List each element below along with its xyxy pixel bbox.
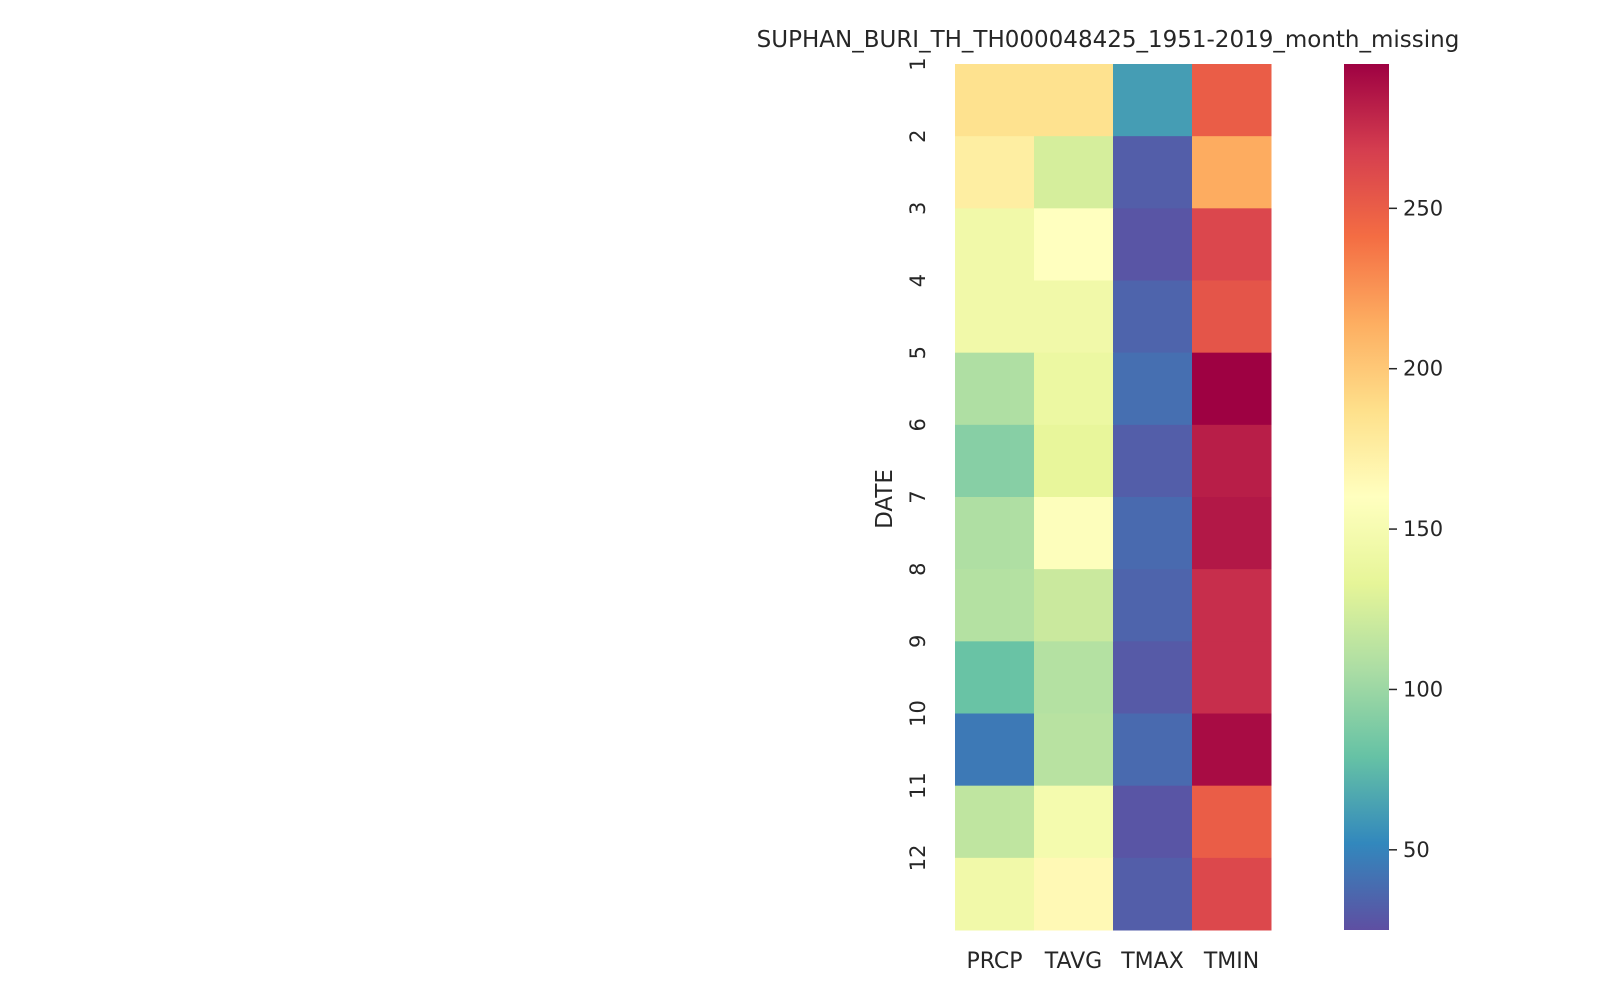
heatmap-cell bbox=[1034, 424, 1114, 498]
heatmap-cell bbox=[1192, 785, 1272, 859]
heatmap-cell bbox=[1034, 352, 1114, 426]
heatmap-cell bbox=[1113, 280, 1193, 354]
heatmap-cell bbox=[1192, 424, 1272, 498]
heatmap-cell bbox=[1113, 569, 1193, 642]
row-tick-label: 2 bbox=[906, 129, 930, 142]
row-tick-label: 11 bbox=[906, 772, 930, 799]
heatmap-cell bbox=[1034, 569, 1114, 642]
heatmap-cell bbox=[955, 424, 1035, 498]
heatmap-cell bbox=[1192, 208, 1272, 281]
heatmap-cell bbox=[955, 280, 1035, 354]
heatmap-cell bbox=[1034, 280, 1114, 354]
colorbar-tick-label: 100 bbox=[1403, 677, 1443, 701]
column-tick-label: PRCP bbox=[966, 949, 1022, 974]
heatmap-cell bbox=[1192, 280, 1272, 354]
heatmap-cell bbox=[955, 136, 1035, 209]
column-tick-label: TMIN bbox=[1203, 949, 1259, 974]
heatmap-cell bbox=[1113, 64, 1193, 137]
heatmap-cell bbox=[1113, 857, 1193, 931]
row-tick-label: 9 bbox=[906, 635, 930, 648]
heatmap-cell bbox=[1192, 569, 1272, 642]
row-tick-label: 6 bbox=[906, 418, 930, 431]
colorbar bbox=[1344, 64, 1389, 930]
row-tick-label: 8 bbox=[906, 562, 930, 575]
column-tick-label: TAVG bbox=[1044, 949, 1102, 974]
heatmap-cell bbox=[1034, 857, 1114, 931]
heatmap-cell bbox=[955, 641, 1035, 714]
column-tick-labels: PRCP TAVG TMAX TMIN bbox=[966, 949, 1259, 974]
heatmap-cell bbox=[955, 569, 1035, 642]
heatmap-cell bbox=[1034, 136, 1114, 209]
heatmap-cell bbox=[1034, 64, 1114, 137]
heatmap-cell bbox=[1113, 424, 1193, 498]
row-tick-label: 3 bbox=[906, 202, 930, 215]
row-tick-label: 10 bbox=[906, 700, 930, 727]
heatmap-cell bbox=[1192, 352, 1272, 426]
heatmap-cell bbox=[1034, 208, 1114, 281]
heatmap-cell bbox=[1192, 857, 1272, 931]
heatmap-cell bbox=[1192, 497, 1272, 570]
heatmap-cell bbox=[1113, 208, 1193, 281]
heatmap-cell bbox=[1113, 641, 1193, 714]
heatmap-cell bbox=[1113, 785, 1193, 859]
row-tick-label: 4 bbox=[906, 274, 930, 287]
heatmap-cell bbox=[1034, 497, 1114, 570]
heatmap-cell bbox=[1034, 641, 1114, 714]
colorbar-tick-label: 150 bbox=[1403, 517, 1443, 541]
heatmap-cell bbox=[955, 785, 1035, 859]
row-tick-label: 7 bbox=[906, 490, 930, 503]
row-tick-label: 1 bbox=[906, 57, 930, 70]
heatmap-cell bbox=[1034, 785, 1114, 859]
heatmap-cell bbox=[1113, 136, 1193, 209]
heatmap-cell bbox=[1192, 136, 1272, 209]
heatmap-cell bbox=[1113, 713, 1193, 787]
colorbar-tick-label: 200 bbox=[1403, 357, 1443, 381]
heatmap-cell bbox=[1192, 64, 1272, 137]
heatmap-cells bbox=[955, 64, 1272, 931]
heatmap-cell bbox=[955, 497, 1035, 570]
heatmap-cell bbox=[1192, 641, 1272, 714]
y-axis-label: DATE bbox=[872, 469, 898, 529]
colorbar-ticks: 50 100 150 200 250 bbox=[1389, 196, 1443, 862]
colorbar-tick-label: 50 bbox=[1403, 838, 1430, 862]
colorbar-tick-label: 250 bbox=[1403, 196, 1443, 220]
row-tick-label: 5 bbox=[906, 346, 930, 359]
heatmap-cell bbox=[955, 64, 1035, 137]
heatmap-cell bbox=[1192, 713, 1272, 787]
heatmap-cell bbox=[955, 713, 1035, 787]
heatmap-cell bbox=[955, 208, 1035, 281]
column-tick-label: TMAX bbox=[1120, 949, 1184, 974]
heatmap-cell bbox=[1113, 497, 1193, 570]
row-tick-label: 12 bbox=[906, 844, 930, 871]
heatmap-cell bbox=[955, 352, 1035, 426]
chart-title: SUPHAN_BURI_TH_TH000048425_1951-2019_mon… bbox=[757, 27, 1460, 53]
heatmap-cell bbox=[1113, 352, 1193, 426]
heatmap-cell bbox=[1034, 713, 1114, 787]
heatmap-cell bbox=[955, 857, 1035, 931]
